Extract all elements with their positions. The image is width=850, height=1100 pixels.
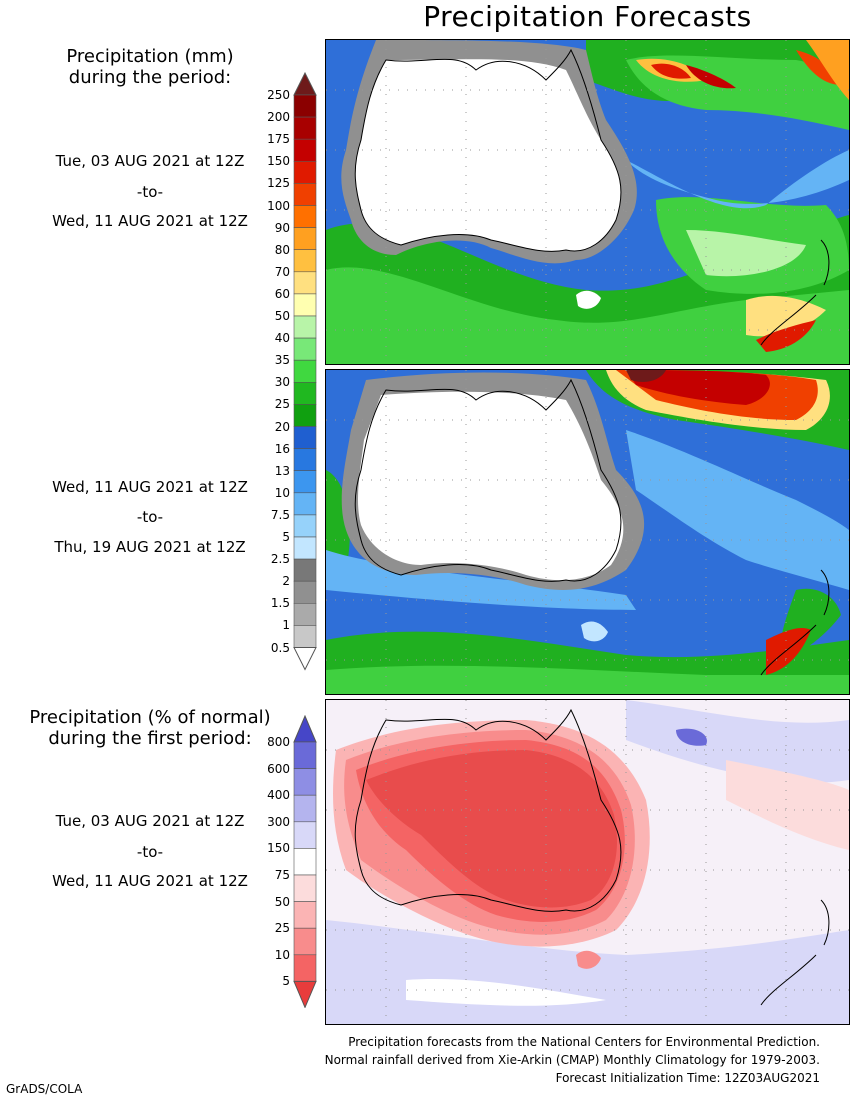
- pct-legend-title-line2: during the first period:: [48, 728, 252, 749]
- percent-colorbar-tick-label: 300: [267, 814, 290, 829]
- footer-notes: Precipitation forecasts from the Nationa…: [325, 1033, 820, 1087]
- percent-colorbar-tick-label: 600: [267, 761, 290, 776]
- percent-colorbar-arrow-bottom: [293, 980, 317, 1009]
- mm-colorbar-tick-label: 1.5: [270, 596, 290, 611]
- mm-colorbar-segment: [293, 580, 317, 604]
- period2-end: Thu, 19 AUG 2021 at 12Z: [54, 538, 246, 556]
- mm-colorbar-tick-label: 2: [282, 574, 290, 589]
- percent-colorbar-segment: [293, 901, 317, 929]
- mm-colorbar-segment: [293, 625, 317, 648]
- percent-colorbar-tick-label: 75: [274, 868, 290, 882]
- percent-colorbar-tick-label: 400: [267, 788, 290, 803]
- mm-colorbar-segment: [293, 337, 317, 361]
- page-title: Precipitation Forecasts: [423, 0, 752, 33]
- mm-colorbar-segment: [293, 161, 317, 184]
- mm-colorbar-segment: [293, 116, 317, 140]
- mm-colorbar-tick-label: 7.5: [270, 507, 290, 522]
- mm-colorbar-segment: [293, 249, 317, 273]
- mm-colorbar-tick-label: 250: [267, 88, 290, 102]
- period1-sep: -to-: [136, 183, 164, 201]
- percent-colorbar-tick-label: 150: [267, 841, 290, 856]
- mm-colorbar-tick-label: 60: [274, 286, 290, 301]
- percent-colorbar-segment: [293, 848, 317, 876]
- percent-colorbar-segment: [293, 768, 317, 796]
- mm-legend-title-line1: Precipitation (mm): [66, 46, 234, 67]
- mm-colorbar-segment: [293, 492, 317, 516]
- mm-colorbar-segment: [293, 138, 317, 162]
- mm-colorbar-tick-label: 125: [267, 176, 290, 191]
- mm-colorbar-tick-label: 13: [274, 463, 290, 478]
- mm-colorbar-segment: [293, 381, 317, 405]
- mm-colorbar-segment: [293, 359, 317, 383]
- mm-colorbar-segment: [293, 558, 317, 582]
- mm-legend-title-line2: during the period:: [68, 67, 232, 88]
- mm-colorbar-svg: [293, 72, 317, 671]
- map-period2-precip: [325, 369, 850, 695]
- mm-colorbar-tick-label: 100: [267, 198, 290, 213]
- percent-colorbar-tick-label: 800: [267, 735, 290, 749]
- mm-colorbar-tick-label: 1: [282, 618, 290, 633]
- mm-colorbar-tick-label: 175: [267, 132, 290, 147]
- mm-colorbar-segment: [293, 183, 317, 206]
- period3-end: Wed, 11 AUG 2021 at 12Z: [52, 872, 248, 890]
- mm-colorbar-tick-label: 10: [274, 485, 290, 500]
- mm-colorbar-tick-label: 0.5: [270, 640, 290, 655]
- mm-colorbar-segment: [293, 514, 317, 538]
- mm-colorbar-segment: [293, 205, 317, 228]
- mm-colorbar-tick-label: 16: [274, 441, 290, 456]
- mm-colorbar-segment: [293, 94, 317, 118]
- percent-colorbar-segment: [293, 794, 317, 823]
- percent-colorbar-tick-label: 5: [282, 974, 290, 989]
- mm-colorbar-arrow-top: [293, 72, 317, 96]
- mm-colorbar-tick-label: 150: [267, 154, 290, 169]
- percent-colorbar-tick-label: 10: [274, 947, 290, 962]
- period2-start: Wed, 11 AUG 2021 at 12Z: [52, 478, 248, 496]
- mm-colorbar-tick-label: 20: [274, 419, 290, 434]
- footer-line3: Forecast Initialization Time: 12Z03AUG20…: [555, 1071, 820, 1085]
- percent-colorbar-segment: [293, 821, 317, 849]
- mm-colorbar-arrow-bottom: [293, 647, 317, 671]
- mm-colorbar-tick-label: 50: [274, 309, 290, 323]
- percent-colorbar-segment: [293, 927, 317, 956]
- mm-colorbar-tick-label: 40: [274, 331, 290, 346]
- mm-colorbar-tick-label: 30: [274, 375, 290, 390]
- mm-colorbar-segment: [293, 315, 317, 339]
- mm-colorbar-segment: [293, 227, 317, 251]
- map-percent-of-normal: [325, 699, 850, 1025]
- percent-colorbar-segment: [293, 741, 317, 769]
- percent-colorbar-tick-label: 50: [274, 894, 290, 909]
- mm-colorbar-tick-label: 25: [274, 397, 290, 412]
- map-period1-precip: [325, 39, 850, 365]
- period2-sep: -to-: [136, 508, 164, 526]
- mm-colorbar-segment: [293, 426, 317, 449]
- mm-colorbar-segment: [293, 448, 317, 472]
- mm-colorbar-tick-label: 2.5: [270, 552, 290, 567]
- mm-colorbar-segment: [293, 293, 317, 317]
- percent-colorbar-svg: [293, 715, 317, 1009]
- mm-colorbar-tick-label: 80: [274, 242, 290, 257]
- percent-colorbar-segment: [293, 874, 317, 902]
- footer-line1: Precipitation forecasts from the Nationa…: [348, 1035, 820, 1049]
- percent-colorbar-segment: [293, 954, 317, 982]
- mm-colorbar-segment: [293, 470, 317, 494]
- pct-legend-title-line1: Precipitation (% of normal): [29, 707, 271, 728]
- mm-colorbar-segment: [293, 602, 317, 626]
- mm-colorbar-segment: [293, 536, 317, 560]
- percent-colorbar-arrow-top: [293, 715, 317, 743]
- percent-colorbar-tick-label: 25: [274, 921, 290, 936]
- period3-start: Tue, 03 AUG 2021 at 12Z: [55, 812, 245, 830]
- period3-sep: -to-: [136, 843, 164, 861]
- footer-line2: Normal rainfall derived from Xie-Arkin (…: [324, 1053, 820, 1067]
- mm-colorbar-segment: [293, 271, 317, 295]
- mm-colorbar-tick-label: 70: [274, 264, 290, 279]
- mm-colorbar-tick-label: 35: [274, 353, 290, 368]
- mm-colorbar-tick-label: 90: [274, 220, 290, 235]
- credit-label: GrADS/COLA: [6, 1082, 83, 1096]
- period1-start: Tue, 03 AUG 2021 at 12Z: [55, 152, 245, 170]
- mm-colorbar-tick-label: 5: [282, 530, 290, 544]
- mm-colorbar-tick-label: 200: [267, 110, 290, 125]
- period1-end: Wed, 11 AUG 2021 at 12Z: [52, 212, 248, 230]
- mm-colorbar-segment: [293, 404, 317, 427]
